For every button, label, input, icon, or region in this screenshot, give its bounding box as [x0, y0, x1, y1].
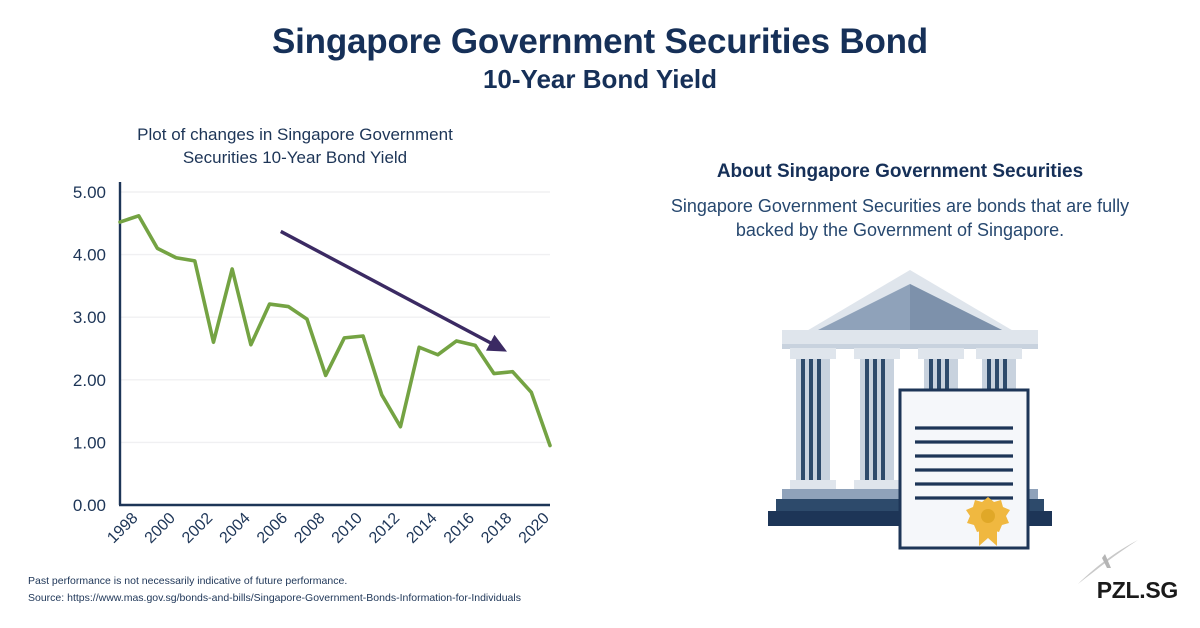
chart-x-tick-label: 2010: [329, 510, 366, 547]
page-subtitle: 10-Year Bond Yield: [482, 64, 718, 95]
chart-x-axis-labels: 1998 2000 2002 2004 2006 2008 2010 2012 2014 2016…: [104, 510, 553, 547]
bank-architrave-icon: [782, 330, 1038, 348]
chart-svg: 0.001.002.003.004.005.00 1998 2000 2002 200…: [73, 182, 553, 547]
trend-arrow-head: [485, 334, 507, 352]
about-body-line-1: Singapore Government Securities are bond…: [670, 195, 1093, 216]
footer: Past performance is not necessarily indi…: [28, 573, 521, 606]
logo-text: PZL.SG: [1096, 577, 1179, 603]
line-chart: 0.00 1.00 2.00 3.00 4.00 5.00 1998 2000 2002 200…: [20, 180, 580, 570]
downward-trend-arrow: [279, 229, 507, 352]
chart-x-tick-label: 2016: [441, 510, 478, 547]
chart-title-line-2: Securities 10-Year Bond Yield: [182, 147, 408, 167]
certificate-icon: [898, 388, 1030, 550]
about-body: Singapore Government Securities are bond…: [620, 194, 1180, 243]
chart-y-axis-labels: 0.00 1.00 2.00 3.00 4.00 5.00: [73, 183, 106, 515]
chart-x-tick-label: 1998: [104, 510, 141, 547]
header: Singapore Government Securities Bond 10-…: [0, 22, 1200, 95]
brand-logo[interactable]: PZL.SG: [1028, 540, 1179, 604]
bank-building-illustration: [760, 252, 1060, 552]
chart-x-tick-label: 2000: [142, 510, 179, 547]
chart-gridlines: [120, 191, 550, 444]
footer-disclaimer: Past performance is not necessarily indi…: [28, 575, 348, 588]
chart-x-tick-label: 2006: [254, 510, 291, 547]
footer-source: Source: https://www.mas.gov.sg/bonds-and…: [28, 591, 521, 604]
chart-x-tick-label: 2020: [516, 510, 553, 547]
chart-panel: Plot of changes in Singapore Government …: [20, 124, 580, 564]
chart-y-tick-label: 4.00: [73, 246, 106, 265]
chart-x-tick-label: 2002: [179, 510, 216, 547]
chart-y-tick-label: 2.00: [73, 371, 106, 390]
about-panel: About Singapore Government Securities Si…: [620, 160, 1180, 242]
about-body-line-2: fully backed by the Government of Singap…: [735, 195, 1130, 240]
chart-x-tick-label: 2004: [217, 510, 254, 547]
bank-pediment-shadow-icon: [910, 284, 1010, 334]
chart-data-line: [118, 213, 552, 448]
seal-center-icon: [981, 509, 995, 523]
chart-x-tick-label: 2008: [291, 510, 328, 547]
bank-architrave-shadow-icon: [782, 344, 1038, 349]
logo-swoosh-icon: [1078, 540, 1138, 584]
page-title: Singapore Government Securities Bond: [272, 22, 928, 61]
chart-y-tick-label: 5.00: [73, 183, 106, 202]
trend-arrow-shaft: [279, 229, 497, 348]
chart-y-tick-label: 0.00: [73, 496, 106, 515]
chart-x-tick-label: 2012: [366, 510, 403, 547]
chart-x-tick-label: 2018: [478, 510, 515, 547]
chart-y-tick-label: 3.00: [73, 308, 106, 327]
chart-title-line-1: Plot of changes in Singapore Government: [137, 125, 453, 144]
chart-title: Plot of changes in Singapore Government …: [60, 124, 530, 170]
about-title: About Singapore Government Securities: [716, 161, 1084, 182]
chart-y-tick-label: 1.00: [73, 433, 106, 452]
chart-x-tick-label: 2014: [403, 510, 440, 547]
bank-certificate-icon: [768, 270, 1052, 550]
